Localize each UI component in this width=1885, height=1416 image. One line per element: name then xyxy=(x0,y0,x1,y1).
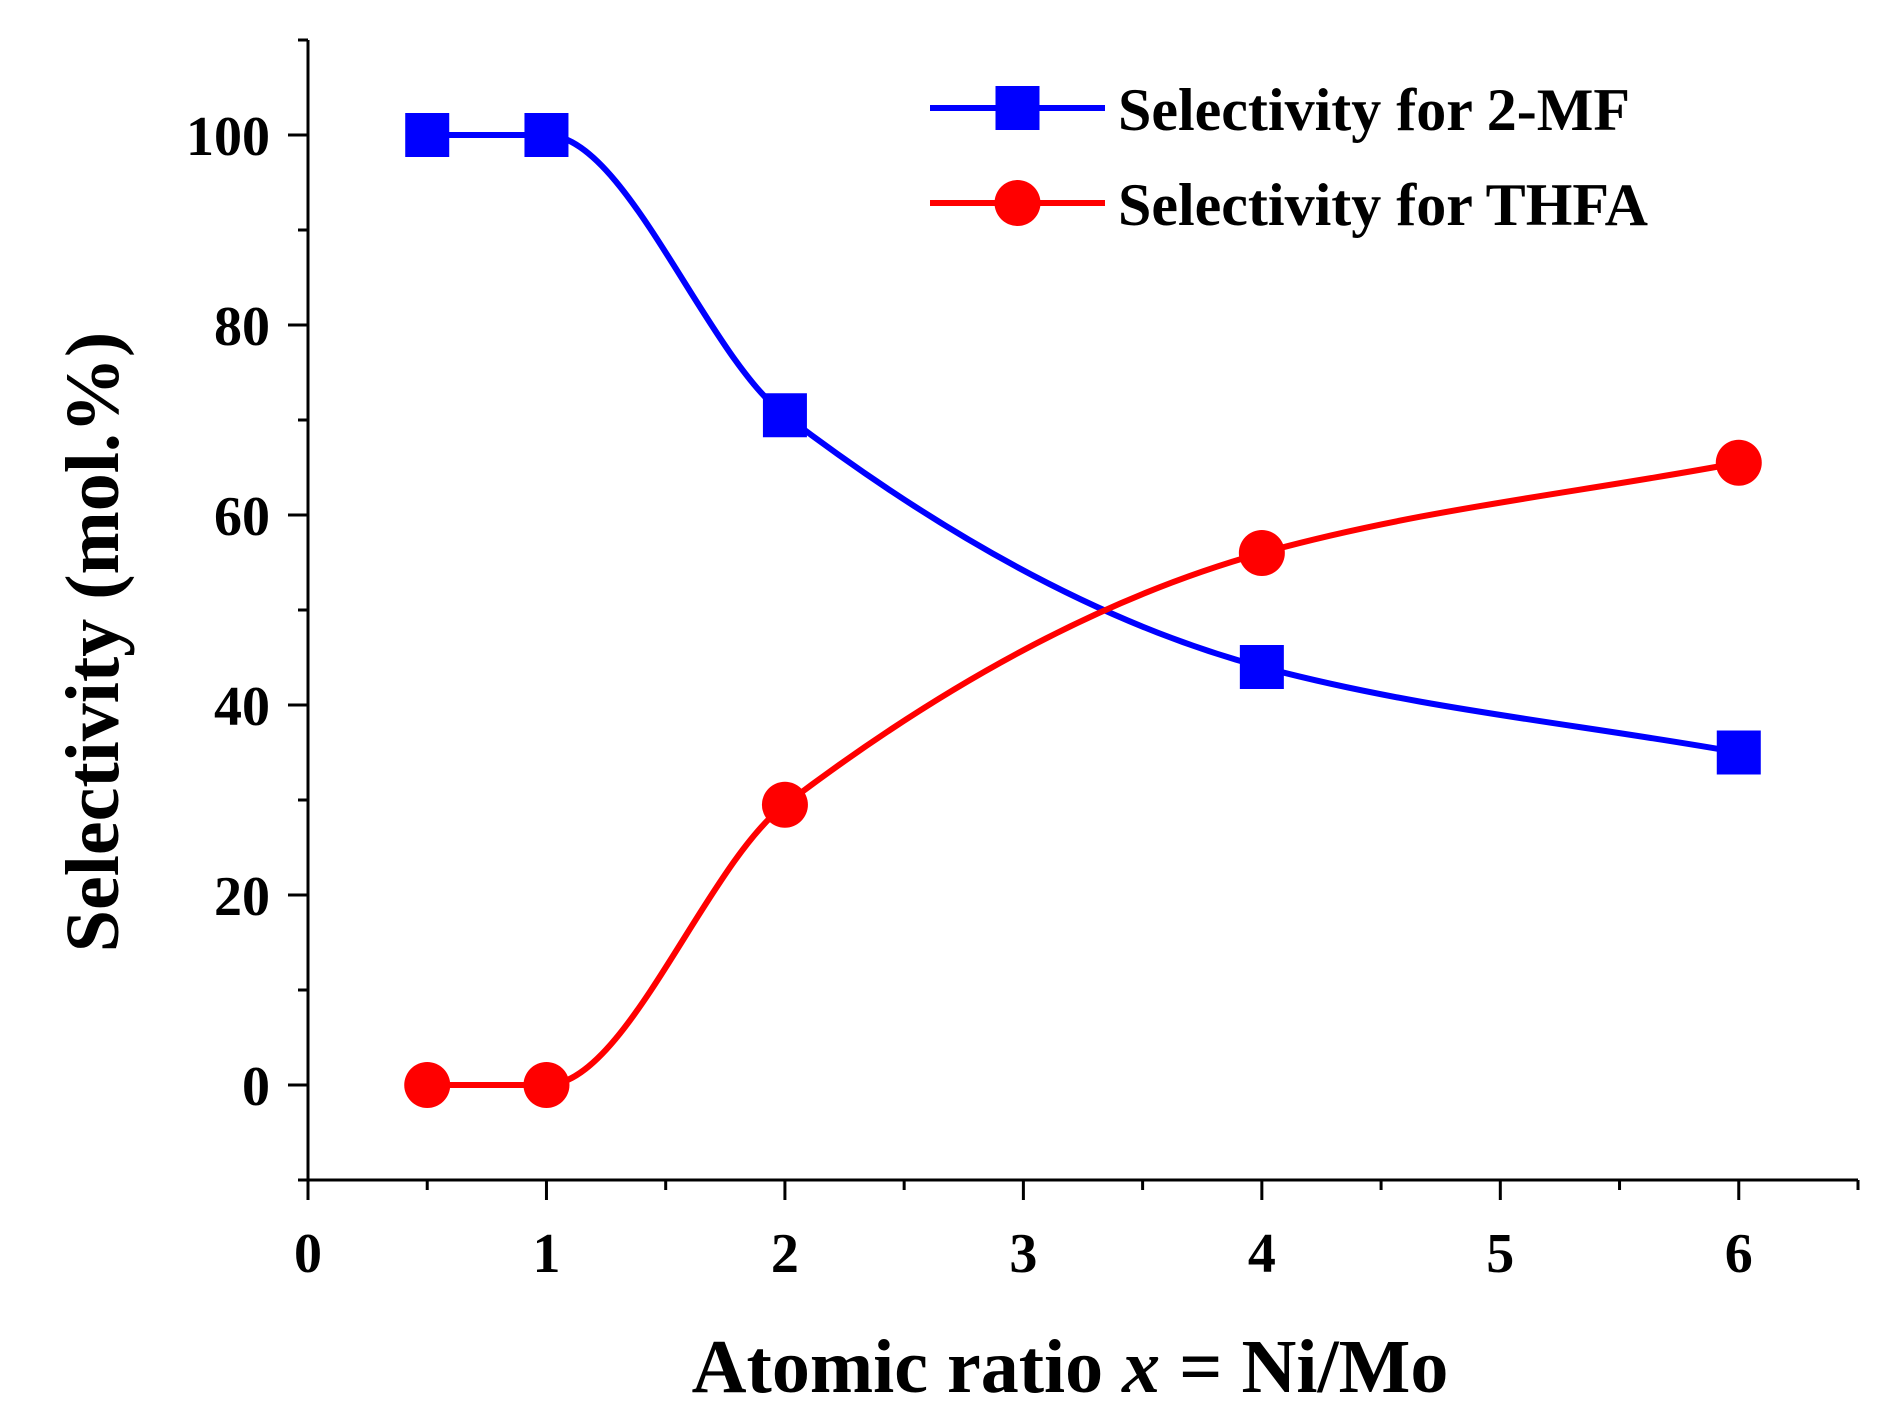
legend-item: Selectivity for 2-MF xyxy=(930,77,1630,143)
x-axis-title: Atomic ratio x = Ni/Mo xyxy=(692,1325,1449,1409)
data-point-circle xyxy=(1715,439,1762,486)
data-point-square xyxy=(1239,645,1284,689)
y-tick-label: 80 xyxy=(214,296,270,358)
x-axis-title-suffix: = Ni/Mo xyxy=(1160,1325,1448,1409)
data-point-square xyxy=(1716,730,1761,775)
data-point-circle xyxy=(523,1062,570,1108)
legend-marker-square xyxy=(995,86,1040,130)
x-tick-label: 4 xyxy=(1248,1223,1276,1285)
legend-marker-circle xyxy=(994,180,1041,226)
y-tick-label: 100 xyxy=(186,106,270,168)
legend-label: Selectivity for THFA xyxy=(1118,172,1648,238)
x-axis-title-variable: x xyxy=(1121,1325,1160,1409)
data-point-circle xyxy=(761,781,808,828)
data-point-square xyxy=(405,113,450,157)
y-axis-title: Selectivity (mol.%) xyxy=(51,332,135,952)
x-tick-label: 5 xyxy=(1486,1223,1514,1285)
x-tick-label: 0 xyxy=(294,1223,322,1285)
data-point-circle xyxy=(1238,530,1285,576)
legend: Selectivity for 2-MF Selectivity for THFA xyxy=(930,77,1648,238)
series-2mf xyxy=(405,113,1761,775)
y-tick-label: 20 xyxy=(214,866,270,928)
x-tick-label: 6 xyxy=(1725,1223,1753,1285)
x-tick-label: 3 xyxy=(1009,1223,1037,1285)
data-point-square xyxy=(762,393,807,438)
y-tick-label: 40 xyxy=(214,676,270,738)
x-tick-label: 1 xyxy=(532,1223,560,1285)
x-axis-title-prefix: Atomic ratio xyxy=(692,1325,1123,1409)
y-tick-label: 0 xyxy=(242,1056,270,1118)
data-point-square xyxy=(524,113,569,157)
legend-item: Selectivity for THFA xyxy=(930,172,1648,238)
y-tick-label: 60 xyxy=(214,486,270,548)
legend-label: Selectivity for 2-MF xyxy=(1118,77,1630,143)
data-point-circle xyxy=(404,1062,451,1108)
x-tick-label: 2 xyxy=(771,1223,799,1285)
plot-area xyxy=(404,113,1762,1108)
series-thfa xyxy=(404,439,1762,1108)
